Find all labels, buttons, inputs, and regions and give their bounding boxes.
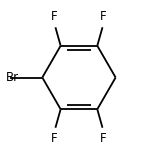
Text: F: F bbox=[51, 10, 58, 23]
Text: Br: Br bbox=[6, 71, 19, 84]
Text: F: F bbox=[100, 10, 107, 23]
Text: F: F bbox=[51, 132, 58, 145]
Text: F: F bbox=[100, 132, 107, 145]
